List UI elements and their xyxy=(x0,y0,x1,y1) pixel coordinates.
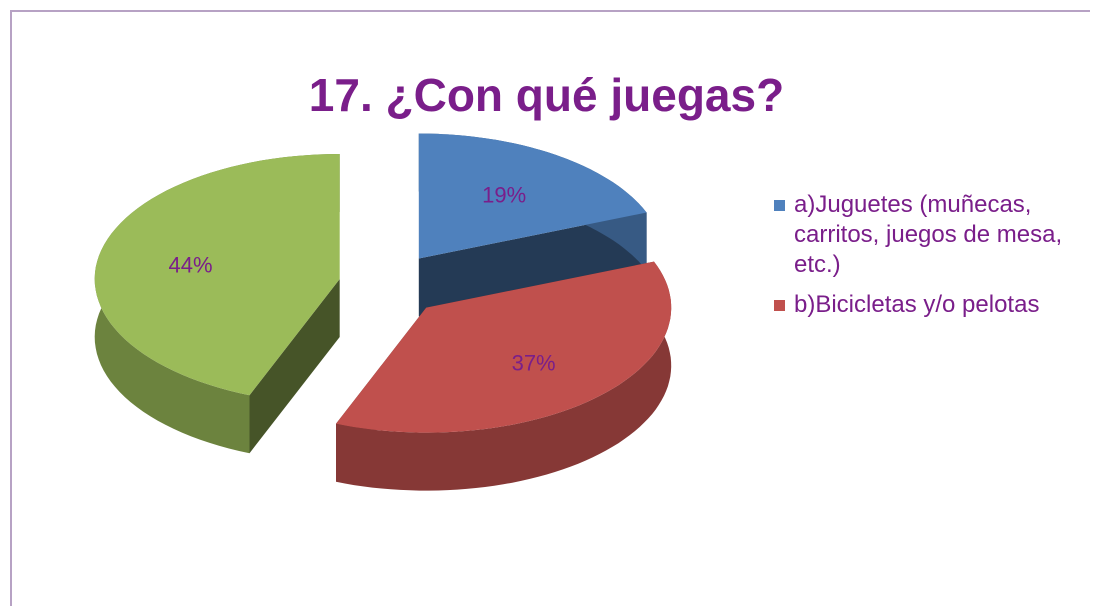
slice-side xyxy=(336,261,672,491)
data-label: 37% xyxy=(512,350,556,375)
legend-label: a)Juguetes (muñecas, carritos, juegos de… xyxy=(794,191,1063,278)
legend-entry: b)Bicicletas y/o pelotas xyxy=(772,290,1072,320)
slice xyxy=(94,154,340,396)
legend-swatch xyxy=(774,300,785,311)
legend-swatch xyxy=(774,200,785,211)
slice-wall xyxy=(249,279,340,454)
slice xyxy=(418,133,647,259)
frame xyxy=(10,10,1090,606)
slice xyxy=(336,261,672,433)
slice-wall xyxy=(418,212,647,317)
data-label: 44% xyxy=(168,252,212,277)
legend: a)Juguetes (muñecas, carritos, juegos de… xyxy=(772,190,1072,330)
data-label: 19% xyxy=(482,182,526,207)
legend-entry: a)Juguetes (muñecas, carritos, juegos de… xyxy=(772,190,1072,280)
chart-title: 17. ¿Con qué juegas? xyxy=(308,69,785,121)
legend-label: b)Bicicletas y/o pelotas xyxy=(794,291,1040,318)
